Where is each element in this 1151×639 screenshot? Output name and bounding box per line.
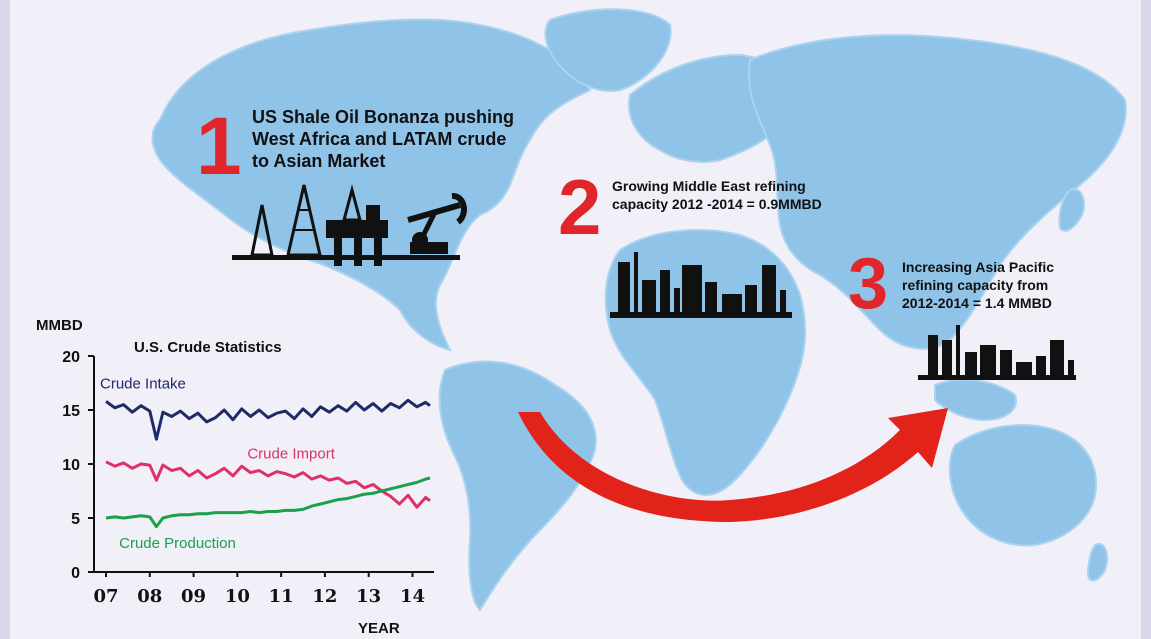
series-label: Crude Import [247,446,335,463]
greenland [544,8,672,92]
series-label: Crude Production [119,535,236,552]
annotation-number-2: 2 [558,163,602,251]
us-crude-statistics-chart: MMBD U.S. Crude Statistics YEAR 0 5 10 15 20… [36,317,434,637]
chart-title: U.S. Crude Statistics [134,339,282,356]
annotation-1-line-1: US Shale Oil Bonanza pushing [252,107,515,127]
y-tick-label: 20 [62,349,80,366]
y-tick-label: 5 [71,511,80,528]
annotation-3-line-3: 2012-2014 = 1.4 MMBD [902,295,1052,311]
y-tick-label: 0 [71,565,80,582]
x-tick-label: 11 [269,586,294,607]
series-line-crude-intake [105,398,431,441]
annotation-2-line-1: Growing Middle East refining [612,178,806,194]
annotation-3-line-2: refining capacity from [902,277,1049,293]
arrow-body [518,408,948,522]
refinery-icon [610,252,792,318]
annotation-number-1: 1 [196,101,242,192]
x-tick-label: 14 [400,586,425,607]
chart-x-axis-label: YEAR [358,620,400,637]
x-tick-label: 07 [93,586,118,607]
refinery-icon-asia [918,325,1076,380]
world-map [151,8,1127,612]
y-tick-label: 15 [62,403,80,420]
annotation-1-line-2: West Africa and LATAM crude [252,129,507,149]
annotation-2: Growing Middle East refining capacity 20… [612,177,932,213]
annotation-3-line-1: Increasing Asia Pacific [902,259,1054,275]
annotation-1: US Shale Oil Bonanza pushing West Africa… [252,106,582,172]
x-tick-label: 08 [137,586,162,607]
oil-rig-icon [232,184,467,266]
australia [948,424,1097,547]
series-label: Crude Intake [100,375,186,392]
y-tick-label: 10 [62,457,80,474]
chart-y-axis-label: MMBD [36,317,83,334]
x-tick-label: 10 [225,586,250,607]
infographic: 1 US Shale Oil Bonanza pushing West Afri… [10,0,1141,639]
annotation-number-3: 3 [848,244,889,324]
series-line-crude-import [105,460,431,509]
annotation-2-line-2: capacity 2012 -2014 = 0.9MMBD [612,196,822,212]
new-zealand [1086,543,1108,582]
annotation-1-line-3: to Asian Market [252,151,386,171]
asia [748,34,1127,350]
japan [1058,188,1086,232]
annotation-3: Increasing Asia Pacific refining capacit… [902,258,1122,312]
southeast-asia [934,378,1017,422]
south-america [438,360,597,612]
x-tick-label: 12 [312,586,337,607]
north-america [151,18,592,352]
x-tick-label: 13 [356,586,381,607]
trade-flow-arrow [518,408,948,522]
x-tick-label: 09 [181,586,206,607]
series-line-crude-production [105,476,431,529]
